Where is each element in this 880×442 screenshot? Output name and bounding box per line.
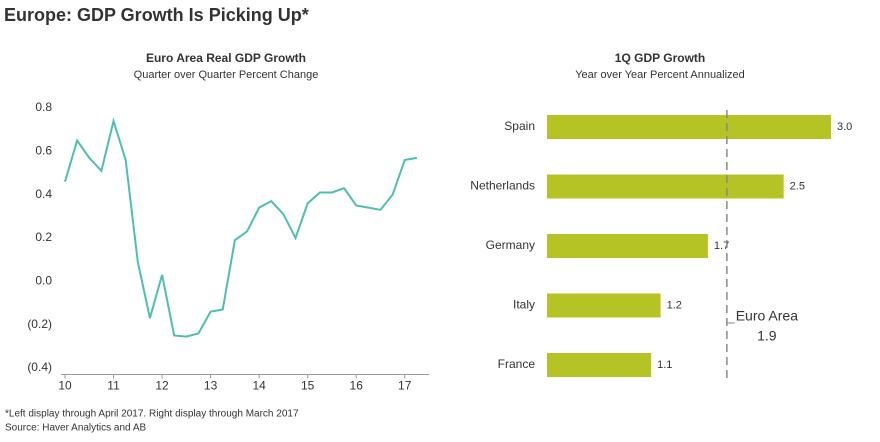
y-tick-label: (0.2) <box>27 317 52 331</box>
value-label: 2.5 <box>790 180 805 192</box>
chart-title: 1Q GDP Growth <box>615 51 705 65</box>
x-tick-label: 14 <box>252 379 266 393</box>
page-title: Europe: GDP Growth Is Picking Up* <box>4 5 309 25</box>
x-tick-label: 13 <box>204 379 218 393</box>
footnote: Source: Haver Analytics and AB <box>5 423 147 434</box>
chart-subtitle: Year over Year Percent Annualized <box>575 69 745 81</box>
y-tick-label: 0.8 <box>35 100 52 114</box>
y-tick-label: 0.6 <box>35 144 52 158</box>
x-tick-label: 15 <box>301 379 315 393</box>
category-label: Netherlands <box>470 179 535 193</box>
bar <box>547 293 661 318</box>
x-tick-label: 10 <box>58 379 72 393</box>
reference-label: Euro Area <box>736 308 798 324</box>
x-tick-label: 17 <box>398 379 412 393</box>
x-tick-label: 11 <box>107 379 120 393</box>
y-tick-label: (0.4) <box>27 360 52 374</box>
value-label: 1.2 <box>667 299 682 311</box>
category-label: Spain <box>504 119 535 133</box>
x-tick-label: 16 <box>350 379 364 393</box>
y-tick-label: 0.0 <box>35 274 52 288</box>
x-tick-label: 12 <box>155 379 169 393</box>
value-label: 3.0 <box>837 121 852 133</box>
value-label: 1.7 <box>714 240 729 252</box>
category-label: Germany <box>486 238 535 252</box>
value-label: 1.1 <box>657 359 672 371</box>
bar <box>547 115 831 139</box>
category-label: France <box>498 357 536 371</box>
bar <box>547 353 652 377</box>
line-series <box>64 117 418 338</box>
y-tick-label: 0.4 <box>35 187 52 201</box>
bar <box>547 234 708 258</box>
chart-title: Euro Area Real GDP Growth <box>146 51 306 65</box>
category-label: Italy <box>513 298 535 312</box>
bar <box>547 174 784 199</box>
chart-subtitle: Quarter over Quarter Percent Change <box>134 69 319 81</box>
y-tick-label: 0.2 <box>35 230 52 244</box>
footnote: *Left display through April 2017. Right … <box>5 409 299 420</box>
reference-value: 1.9 <box>757 328 777 344</box>
